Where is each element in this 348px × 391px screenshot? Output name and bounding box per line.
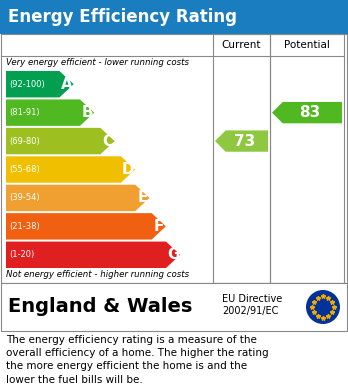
Text: Energy Efficiency Rating: Energy Efficiency Rating bbox=[8, 7, 237, 25]
Text: A: A bbox=[61, 77, 72, 92]
Text: (81-91): (81-91) bbox=[9, 108, 40, 117]
Text: Very energy efficient - lower running costs: Very energy efficient - lower running co… bbox=[6, 58, 189, 67]
Text: EU Directive
2002/91/EC: EU Directive 2002/91/EC bbox=[222, 294, 282, 316]
Polygon shape bbox=[6, 71, 74, 97]
Bar bbox=[0, 0, 348, 33]
Bar bbox=[1, 34, 347, 283]
Text: Potential: Potential bbox=[284, 40, 330, 50]
Text: Not energy efficient - higher running costs: Not energy efficient - higher running co… bbox=[6, 270, 189, 279]
Text: The energy efficiency rating is a measure of the
overall efficiency of a home. T: The energy efficiency rating is a measur… bbox=[6, 335, 269, 385]
Circle shape bbox=[306, 290, 340, 324]
Text: E: E bbox=[137, 190, 148, 205]
Text: B: B bbox=[81, 105, 93, 120]
Text: England & Wales: England & Wales bbox=[8, 298, 192, 316]
Polygon shape bbox=[6, 213, 166, 240]
Text: Current: Current bbox=[222, 40, 261, 50]
Text: C: C bbox=[102, 134, 113, 149]
Polygon shape bbox=[272, 102, 342, 123]
Text: (21-38): (21-38) bbox=[9, 222, 40, 231]
Text: (92-100): (92-100) bbox=[9, 80, 45, 89]
Bar bbox=[270, 34, 344, 283]
Text: (55-68): (55-68) bbox=[9, 165, 40, 174]
Text: (39-54): (39-54) bbox=[9, 194, 40, 203]
Text: 83: 83 bbox=[299, 105, 320, 120]
Polygon shape bbox=[215, 131, 268, 152]
Text: (1-20): (1-20) bbox=[9, 250, 34, 259]
Polygon shape bbox=[6, 156, 135, 183]
Text: G: G bbox=[167, 247, 179, 262]
Bar bbox=[213, 34, 270, 283]
Polygon shape bbox=[6, 185, 150, 211]
Polygon shape bbox=[6, 99, 94, 126]
Bar bbox=[1, 283, 347, 331]
Text: 73: 73 bbox=[234, 134, 255, 149]
Polygon shape bbox=[6, 128, 114, 154]
Polygon shape bbox=[6, 242, 180, 268]
Text: F: F bbox=[153, 219, 164, 234]
Text: (69-80): (69-80) bbox=[9, 136, 40, 145]
Text: D: D bbox=[122, 162, 134, 177]
